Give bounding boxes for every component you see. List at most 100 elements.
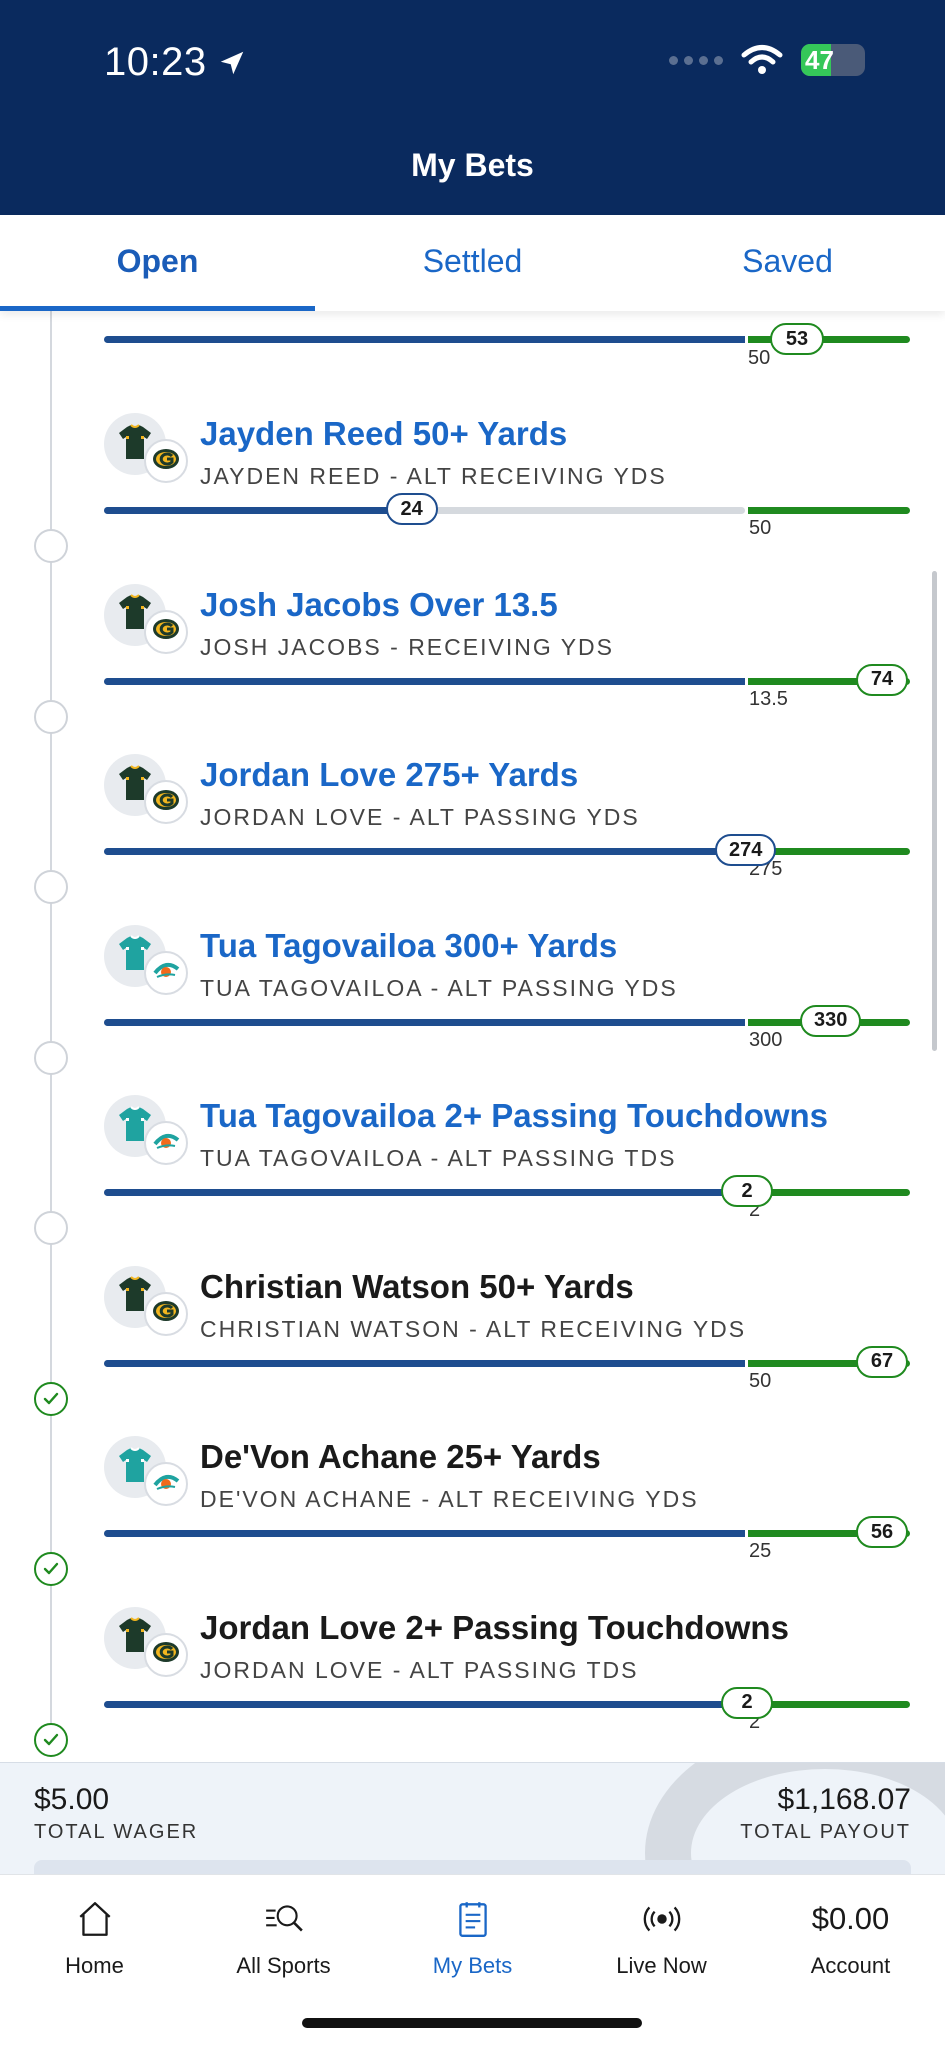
bet-slip-icon [458, 1902, 487, 1937]
bet-leg[interactable]: Christian Watson 50+ Yards CHRISTIAN WAT… [0, 1264, 945, 1434]
jersey-icon [115, 1445, 155, 1490]
current-value-pill: 2 [721, 1175, 773, 1207]
check-icon [43, 1392, 59, 1404]
bet-legs-list[interactable]: 53 50 Jayden Reed 50+ Yards JAYDEN REED … [0, 311, 945, 1761]
team-logo [144, 439, 188, 483]
status-indicators: 47 [669, 44, 865, 76]
nav-all-sports[interactable]: All Sports [189, 1875, 378, 2048]
progress-bar-target-zone [748, 1189, 910, 1196]
progress-bar-over [748, 336, 910, 343]
bet-leg[interactable]: Jordan Love 2+ Passing Touchdowns JORDAN… [0, 1605, 945, 1762]
progress-bar-target-zone [748, 677, 910, 685]
leg-title[interactable]: Josh Jacobs Over 13.5 [200, 585, 558, 623]
leg-market: TUA TAGOVAILOA - ALT PASSING YDS [200, 974, 678, 1001]
progress-bar-fill [104, 336, 745, 343]
packers-logo-icon [151, 614, 181, 649]
team-logo [144, 1462, 188, 1506]
current-value-pill: 67 [856, 1345, 908, 1378]
tab-settled[interactable]: Settled [422, 243, 523, 279]
packers-logo-icon [151, 1296, 181, 1331]
leg-title[interactable]: De'Von Achane 25+ Yards [200, 1438, 601, 1475]
nav-my-bets[interactable]: My Bets [378, 1875, 567, 2048]
tab-saved[interactable]: Saved [742, 243, 833, 279]
progress-bar-target-zone [748, 507, 910, 514]
nav-account[interactable]: $0.00 Account [756, 1875, 945, 2048]
home-indicator[interactable] [302, 2018, 642, 2028]
threshold-label: 50 [749, 1369, 772, 1392]
leg-market: JORDAN LOVE - ALT PASSING TDS [200, 1656, 639, 1683]
page-title: My Bets [411, 147, 534, 183]
threshold-marker [745, 1355, 748, 1372]
wifi-icon [741, 45, 783, 74]
totals-strip [34, 1860, 911, 1874]
account-balance: $0.00 [811, 1901, 890, 1936]
leg-status-pending [34, 529, 68, 563]
progress-bar-fill [104, 507, 412, 514]
nav-home[interactable]: Home [0, 1875, 189, 2048]
threshold-marker [745, 1014, 748, 1031]
total-wager-value: $5.00 [34, 1783, 110, 1816]
total-wager-label: TOTAL WAGER [34, 1821, 199, 1843]
bet-leg[interactable]: Tua Tagovailoa 300+ Yards TUA TAGOVAILOA… [0, 923, 945, 1093]
current-value-pill: 330 [800, 1004, 862, 1037]
leg-title[interactable]: Tua Tagovailoa 300+ Yards [200, 926, 618, 964]
threshold-label: 300 [749, 1028, 783, 1051]
leg-status-pending [34, 870, 68, 904]
leg-market: JORDAN LOVE - ALT PASSING YDS [200, 804, 640, 830]
jersey-icon [115, 422, 155, 467]
total-payout-label: TOTAL PAYOUT [740, 1821, 911, 1843]
tab-open[interactable]: Open [0, 215, 315, 311]
bet-tabs: Open Settled Saved [0, 215, 945, 311]
player-jersey-avatar [104, 1095, 166, 1157]
jersey-icon [115, 1104, 155, 1149]
jersey-icon [115, 592, 155, 637]
leg-title[interactable]: Tua Tagovailoa 2+ Passing Touchdowns [200, 1097, 829, 1134]
progress-bar-target-zone [748, 848, 910, 855]
bet-leg[interactable]: Tua Tagovailoa 2+ Passing Touchdowns TUA… [0, 1093, 945, 1263]
scrollbar[interactable] [932, 571, 937, 1051]
live-broadcast-icon [643, 1906, 680, 1932]
current-value-pill: 74 [856, 663, 908, 696]
threshold-marker [745, 673, 748, 690]
status-time-text: 10:23 [104, 40, 207, 84]
progress-bar-target-zone [748, 1530, 910, 1537]
packers-logo-icon [151, 444, 181, 479]
jersey-icon [115, 1615, 155, 1660]
threshold-marker [745, 1526, 748, 1542]
status-time: 10:23 [104, 40, 247, 85]
threshold-label: 25 [749, 1540, 772, 1562]
bet-leg[interactable]: Jayden Reed 50+ Yards JAYDEN REED - ALT … [0, 411, 945, 581]
leg-status-pending [34, 1211, 68, 1245]
nav-live-now[interactable]: Live Now [567, 1875, 756, 2048]
search-sports-icon [265, 1905, 303, 1932]
leg-title[interactable]: Christian Watson 50+ Yards [200, 1267, 634, 1305]
location-arrow-icon [220, 51, 243, 74]
leg-title[interactable]: Jordan Love 275+ Yards [200, 756, 579, 793]
dolphins-logo-icon [151, 955, 181, 990]
current-value-pill: 2 [721, 1686, 773, 1719]
check-icon [43, 1733, 59, 1745]
leg-market: TUA TAGOVAILOA - ALT PASSING TDS [200, 1145, 677, 1171]
threshold-label: 50 [748, 347, 771, 369]
leg-title[interactable]: Jayden Reed 50+ Yards [200, 415, 568, 452]
current-value-pill: 53 [770, 323, 824, 355]
progress-bar-fill [104, 1189, 745, 1196]
threshold-label: 13.5 [749, 687, 788, 710]
cellular-signal-icon [669, 55, 723, 65]
leg-market: CHRISTIAN WATSON - ALT RECEIVING YDS [200, 1315, 747, 1342]
threshold-label: 2 [749, 1710, 761, 1733]
progress-bar-target-zone [748, 1359, 910, 1367]
bet-leg[interactable]: Josh Jacobs Over 13.5 JOSH JACOBS - RECE… [0, 582, 945, 752]
leg-status-won [34, 1381, 68, 1416]
nav-all-sports-label: All Sports [236, 1953, 331, 1978]
bet-leg[interactable]: De'Von Achane 25+ Yards DE'VON ACHANE - … [0, 1434, 945, 1604]
leg-title[interactable]: Jordan Love 2+ Passing Touchdowns [200, 1608, 789, 1646]
app-header: 10:23 47 My Bets [0, 0, 945, 215]
bet-leg[interactable]: Jordan Love 275+ Yards JORDAN LOVE - ALT… [0, 752, 945, 922]
leg-market: JOSH JACOBS - RECEIVING YDS [200, 633, 614, 660]
home-icon [79, 1902, 110, 1936]
team-logo [144, 780, 188, 824]
total-payout-value: $1,168.07 [777, 1783, 911, 1816]
jersey-icon [115, 763, 155, 808]
check-icon [43, 1562, 59, 1575]
